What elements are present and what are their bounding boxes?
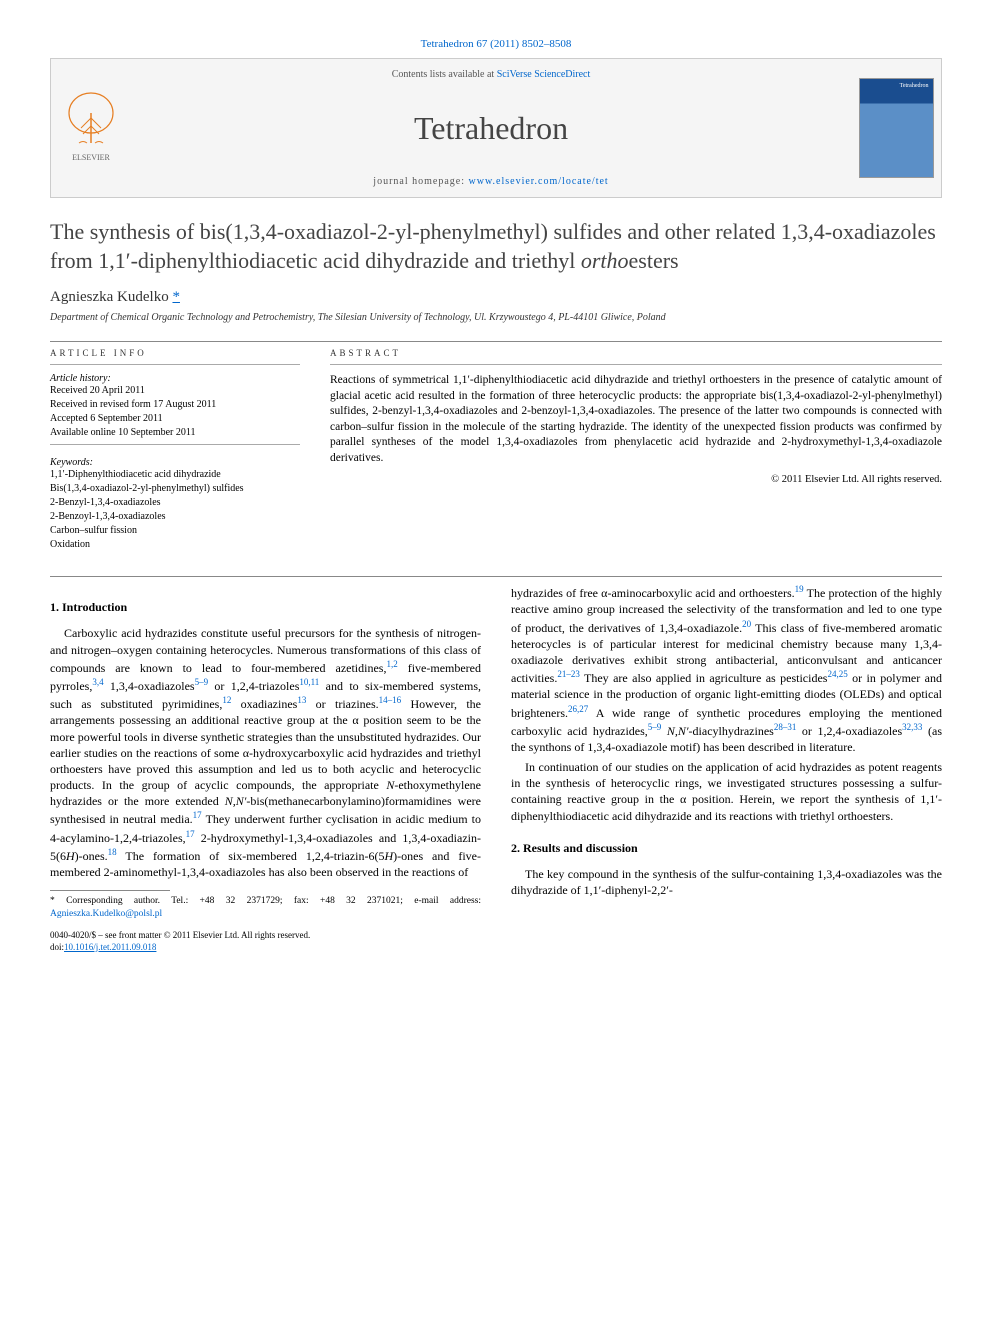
affiliation: Department of Chemical Organic Technolog…	[50, 312, 942, 323]
abstract: ABSTRACT Reactions of symmetrical 1,1′-d…	[330, 348, 942, 552]
citation: Tetrahedron 67 (2011) 8502–8508	[50, 30, 942, 58]
elsevier-logo: ELSEVIER	[51, 59, 131, 197]
article-title: The synthesis of bis(1,3,4-oxadiazol-2-y…	[50, 218, 942, 275]
cover-label: Tetrahedron	[900, 83, 929, 89]
elsevier-tree-icon: ELSEVIER	[61, 88, 121, 168]
ref-link[interactable]: 32,33	[902, 722, 922, 732]
doi-prefix: doi:	[50, 942, 64, 952]
ref-link[interactable]: 18	[108, 847, 117, 857]
ref-link[interactable]: 14–16	[379, 695, 402, 705]
keyword: 2-Benzyl-1,3,4-oxadiazoles	[50, 496, 300, 510]
ref-link[interactable]: 17	[193, 810, 202, 820]
ref-link[interactable]: 19	[795, 584, 804, 594]
cover-thumbnail: Tetrahedron	[859, 78, 934, 178]
ref-link[interactable]: 20	[742, 619, 751, 629]
homepage-link[interactable]: www.elsevier.com/locate/tet	[469, 176, 609, 187]
divider	[50, 576, 942, 577]
history-online: Available online 10 September 2011	[50, 426, 300, 440]
abstract-text: Reactions of symmetrical 1,1′-diphenylth…	[330, 373, 942, 466]
keyword: 1,1′-Diphenylthiodiacetic acid dihydrazi…	[50, 468, 300, 482]
right-column: hydrazides of free α-aminocarboxylic aci…	[511, 583, 942, 953]
body-paragraph: In continuation of our studies on the ap…	[511, 759, 942, 824]
abstract-heading: ABSTRACT	[330, 348, 942, 358]
ref-link[interactable]: 3,4	[92, 677, 103, 687]
header-center: Contents lists available at SciVerse Sci…	[131, 59, 851, 197]
keyword: Oxidation	[50, 538, 300, 552]
history-received: Received 20 April 2011	[50, 384, 300, 398]
copyright: © 2011 Elsevier Ltd. All rights reserved…	[330, 474, 942, 485]
left-column: 1. Introduction Carboxylic acid hydrazid…	[50, 583, 481, 953]
ref-link[interactable]: 17	[186, 829, 195, 839]
ref-link[interactable]: 13	[297, 695, 306, 705]
article-info-heading: ARTICLE INFO	[50, 348, 300, 358]
ref-link[interactable]: 21–23	[557, 669, 580, 679]
history-revised: Received in revised form 17 August 2011	[50, 398, 300, 412]
doi-block: 0040-4020/$ – see front matter © 2011 El…	[50, 930, 481, 953]
keyword: Bis(1,3,4-oxadiazol-2-yl-phenylmethyl) s…	[50, 482, 300, 496]
body-columns: 1. Introduction Carboxylic acid hydrazid…	[50, 583, 942, 953]
title-part-2-italic: ortho	[581, 248, 629, 273]
publisher-name: ELSEVIER	[72, 153, 110, 162]
body-paragraph: Carboxylic acid hydrazides constitute us…	[50, 625, 481, 880]
ref-link[interactable]: 12	[222, 695, 231, 705]
ref-link[interactable]: 28–31	[774, 722, 797, 732]
section-heading-introduction: 1. Introduction	[50, 599, 481, 615]
journal-name: Tetrahedron	[414, 110, 568, 147]
doi-link[interactable]: 10.1016/j.tet.2011.09.018	[64, 942, 156, 952]
front-matter: 0040-4020/$ – see front matter © 2011 El…	[50, 930, 481, 942]
author-line: Agnieszka Kudelko *	[50, 289, 942, 306]
corresponding-footnote: * Corresponding author. Tel.: +48 32 237…	[50, 895, 481, 920]
keyword: Carbon–sulfur fission	[50, 524, 300, 538]
divider	[50, 341, 942, 342]
contents-line: Contents lists available at SciVerse Sci…	[392, 69, 591, 80]
ref-link[interactable]: 10,11	[299, 677, 319, 687]
homepage-line: journal homepage: www.elsevier.com/locat…	[373, 176, 608, 187]
ref-link[interactable]: 1,2	[386, 659, 397, 669]
info-abstract-row: ARTICLE INFO Article history: Received 2…	[50, 348, 942, 552]
email-link[interactable]: Agnieszka.Kudelko@polsl.pl	[50, 909, 162, 919]
ref-link[interactable]: 5–9	[195, 677, 209, 687]
sciencedirect-link[interactable]: SciVerse ScienceDirect	[497, 69, 591, 80]
ref-link[interactable]: 26,27	[568, 704, 588, 714]
title-part-1: The synthesis of bis(1,3,4-oxadiazol-2-y…	[50, 219, 936, 273]
homepage-prefix: journal homepage:	[373, 176, 468, 187]
ref-link[interactable]: 24,25	[827, 669, 847, 679]
corresponding-author-link[interactable]: *	[172, 289, 180, 305]
info-divider	[50, 364, 300, 365]
info-divider	[50, 444, 300, 445]
history-accepted: Accepted 6 September 2011	[50, 412, 300, 426]
keywords-label: Keywords:	[50, 457, 300, 468]
abstract-divider	[330, 364, 942, 365]
body-paragraph: The key compound in the synthesis of the…	[511, 866, 942, 898]
ref-link[interactable]: 5–9	[648, 722, 662, 732]
page: Tetrahedron 67 (2011) 8502–8508 ELSEVIER…	[0, 0, 992, 983]
contents-prefix: Contents lists available at	[392, 69, 497, 80]
article-info: ARTICLE INFO Article history: Received 2…	[50, 348, 300, 552]
history-label: Article history:	[50, 373, 300, 384]
keyword: 2-Benzoyl-1,3,4-oxadiazoles	[50, 510, 300, 524]
journal-cover: Tetrahedron	[851, 59, 941, 197]
body-paragraph: hydrazides of free α-aminocarboxylic aci…	[511, 583, 942, 755]
section-heading-results: 2. Results and discussion	[511, 840, 942, 856]
journal-header: ELSEVIER Contents lists available at Sci…	[50, 58, 942, 198]
footnote-text: * Corresponding author. Tel.: +48 32 237…	[50, 896, 481, 906]
footnote-divider	[50, 890, 170, 891]
author-name: Agnieszka Kudelko	[50, 289, 169, 305]
title-part-3: esters	[629, 248, 679, 273]
